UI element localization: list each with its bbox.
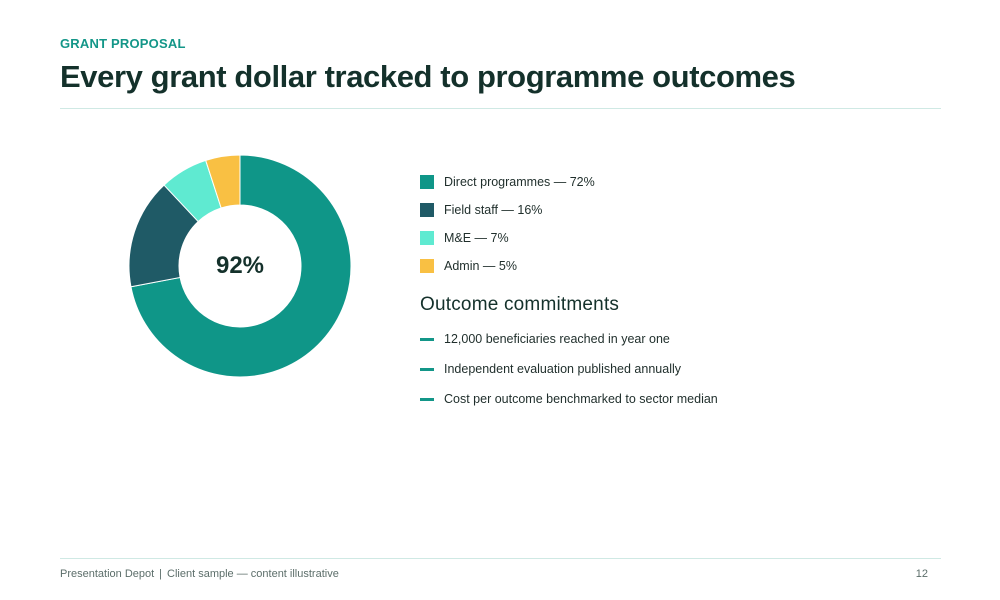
footer-brand: Presentation Depot — [60, 568, 155, 580]
footer-credit: Presentation Depot | Client sample — conte… — [60, 568, 339, 580]
legend-label: Admin — 5% — [444, 259, 517, 273]
legend-label: Direct programmes — 72% — [444, 175, 595, 189]
list-item: Cost per outcome benchmarked to sector m… — [420, 384, 718, 414]
legend-swatch — [420, 259, 434, 273]
legend-label: M&E — 7% — [444, 231, 509, 245]
donut-chart-svg — [128, 154, 352, 378]
donut-chart: 92% — [120, 146, 360, 386]
legend-label: Field staff — 16% — [444, 203, 543, 217]
donut-slice-direct-programmes — [130, 154, 352, 378]
outcome-commitments-heading: Outcome commitments — [420, 294, 620, 315]
commitment-text: 12,000 beneficiaries reached in year one — [444, 332, 670, 346]
outcome-commitments-list: 12,000 beneficiaries reached in year one… — [420, 324, 718, 414]
title-divider — [60, 108, 941, 109]
legend-item-me: M&E — 7% — [420, 224, 595, 252]
footer-note: Client sample — content illustrative — [167, 568, 339, 580]
legend-swatch — [420, 203, 434, 217]
list-item: Independent evaluation published annuall… — [420, 354, 718, 384]
commitment-text: Cost per outcome benchmarked to sector m… — [444, 392, 718, 406]
legend-swatch — [420, 175, 434, 189]
legend-swatch — [420, 231, 434, 245]
legend-item-direct-programmes: Direct programmes — 72% — [420, 168, 595, 196]
legend-item-admin: Admin — 5% — [420, 252, 595, 280]
donut-slice-admin — [205, 154, 241, 209]
dash-bullet-icon — [420, 397, 434, 401]
dash-bullet-icon — [420, 367, 434, 371]
commitment-text: Independent evaluation published annuall… — [444, 362, 681, 376]
eyebrow-label: GRANT PROPOSAL — [60, 36, 186, 51]
legend-item-field-staff: Field staff — 16% — [420, 196, 595, 224]
list-item: 12,000 beneficiaries reached in year one — [420, 324, 718, 354]
footer-separator: | — [159, 568, 163, 580]
dash-bullet-icon — [420, 337, 434, 341]
chart-legend: Direct programmes — 72% Field staff — 16… — [420, 168, 595, 280]
donut-center-label: 92% — [215, 252, 265, 279]
page-number: 12 — [915, 568, 928, 580]
slide-title: Every grant dollar tracked to programme … — [60, 59, 796, 94]
footer-divider — [60, 558, 941, 559]
